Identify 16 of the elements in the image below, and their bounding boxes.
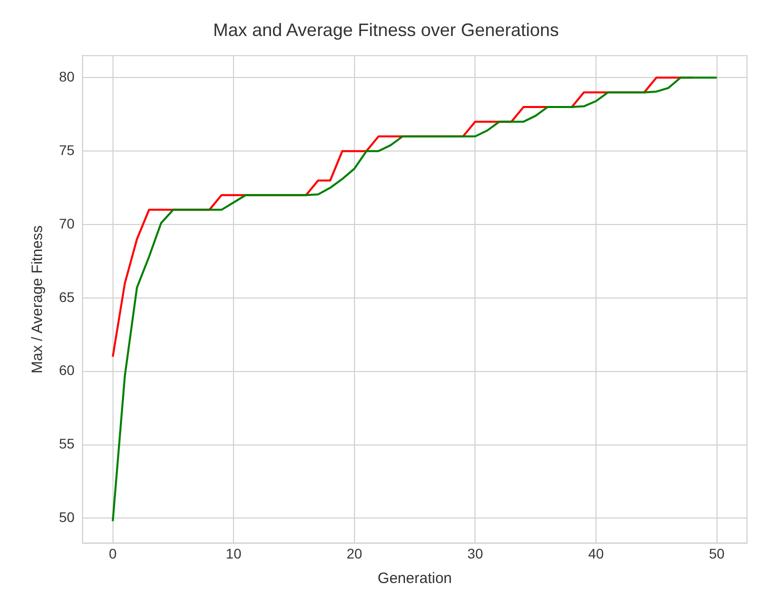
x-tick-label: 50 [709,545,725,562]
y-tick-label: 50 [58,509,75,526]
y-tick-label: 70 [58,215,75,232]
chart-title: Max and Average Fitness over Generations [213,20,559,40]
x-tick-label: 10 [226,545,242,562]
y-tick-label: 65 [58,288,75,305]
y-tick-label: 80 [58,68,75,84]
x-axis-title: Generation [378,570,452,588]
x-tick-label: 0 [108,545,117,562]
x-tick-label: 40 [588,545,604,562]
y-tick-label: 75 [58,142,75,158]
x-tick-label: 30 [467,545,484,562]
y-tick-label: 60 [58,362,75,378]
x-tick-label: 20 [346,545,362,562]
y-tick-label: 55 [58,436,75,452]
y-axis-title: Max / Average Fitness [29,225,46,374]
